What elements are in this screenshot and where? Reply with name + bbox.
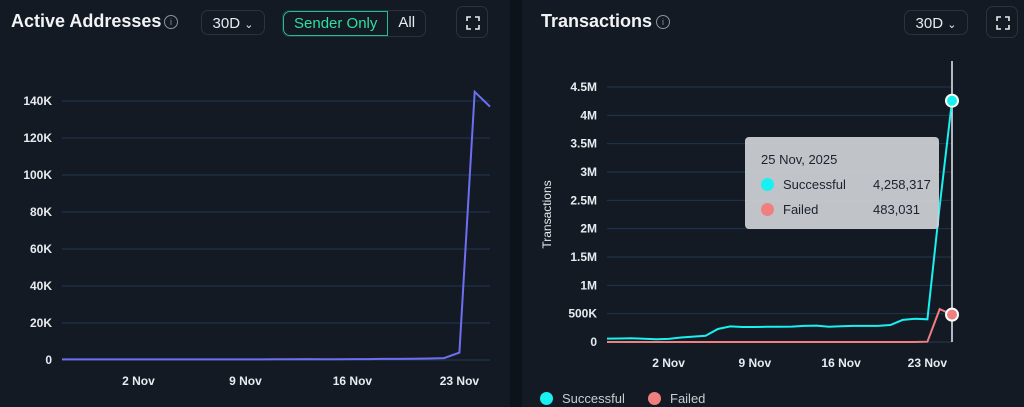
failed-dot-icon	[761, 203, 774, 216]
y-tick-label: 500K	[568, 307, 597, 321]
x-tick-label: 16 Nov	[333, 374, 373, 388]
y-tick-label: 2M	[580, 222, 597, 236]
y-tick-label: 120K	[23, 131, 52, 145]
range-dropdown[interactable]: 30D ⌄	[904, 10, 968, 35]
y-tick-label: 4M	[580, 108, 597, 122]
fullscreen-button[interactable]	[456, 6, 488, 38]
y-tick-label: 4.5M	[570, 80, 597, 94]
info-icon[interactable]: i	[164, 15, 178, 29]
hover-marker-failed	[945, 307, 959, 322]
transactions-chart: 0 500K 1M 1.5M 2M 2.5M 3M 3.5M 4M 4.5M 2 Nov 9 Nov 1…	[540, 61, 959, 370]
y-axis-label: Transactions	[540, 180, 554, 248]
y-tick-label: 1.5M	[570, 250, 597, 264]
tooltip-label: Failed	[783, 202, 819, 217]
range-value: 30D	[212, 15, 241, 32]
y-tick-label: 0	[590, 335, 597, 349]
y-tick-label: 20K	[30, 316, 52, 330]
successful-dot-icon	[761, 178, 774, 191]
y-tick-label: 1M	[580, 278, 597, 292]
x-tick-label: 2 Nov	[122, 374, 155, 388]
chevron-down-icon: ⌄	[244, 19, 254, 31]
x-tick-label: 9 Nov	[229, 374, 262, 388]
tooltip-label: Successful	[783, 177, 846, 192]
y-tick-label: 3M	[580, 165, 597, 179]
y-tick-label: 80K	[30, 205, 52, 219]
y-tick-label: 2.5M	[570, 193, 597, 207]
y-tick-label: 40K	[30, 279, 52, 293]
successful-dot-icon	[540, 392, 553, 405]
hover-marker-successful	[945, 93, 959, 108]
x-tick-label: 23 Nov	[440, 374, 480, 388]
legend-label: Successful	[562, 391, 625, 406]
y-tick-label: 100K	[23, 168, 52, 182]
series-line-failed	[607, 307, 953, 343]
y-tick-label: 60K	[30, 242, 52, 256]
range-value: 30D	[915, 15, 944, 32]
active-addresses-title: Active Addresses	[11, 11, 162, 31]
range-dropdown[interactable]: 30D ⌄	[201, 10, 265, 35]
tooltip-value: 483,031	[873, 202, 920, 217]
x-tick-label: 16 Nov	[821, 356, 861, 370]
legend-successful[interactable]: Successful	[540, 391, 625, 406]
active-addresses-panel: Active Addresses i 30D ⌄ Sender Only All…	[0, 0, 510, 407]
chevron-down-icon: ⌄	[947, 19, 957, 31]
tooltip-value: 4,258,317	[873, 177, 931, 192]
y-tick-label: 0	[45, 353, 52, 367]
tooltip-date: 25 Nov, 2025	[761, 152, 838, 167]
x-tick-label: 2 Nov	[652, 356, 685, 370]
failed-dot-icon	[648, 392, 661, 405]
sender-toggle[interactable]: Sender Only All	[282, 10, 427, 37]
series-line-successful	[606, 100, 953, 341]
transactions-title: Transactions	[541, 11, 653, 31]
x-tick-label: 9 Nov	[739, 356, 772, 370]
fullscreen-icon	[466, 16, 480, 30]
toggle-sender-only[interactable]: Sender Only	[283, 11, 389, 36]
active-addresses-chart: 0 20K 40K 60K 80K 100K 120K 140K 2 Nov 9 Nov 16 No…	[23, 89, 491, 388]
info-icon[interactable]: i	[656, 15, 670, 29]
y-tick-label: 140K	[23, 94, 52, 108]
toggle-all[interactable]: All	[398, 14, 416, 31]
x-tick-label: 23 Nov	[908, 356, 948, 370]
y-tick-label: 3.5M	[570, 137, 597, 151]
legend-label: Failed	[670, 391, 706, 406]
fullscreen-icon	[996, 16, 1010, 30]
series-line-active-addresses	[62, 89, 491, 361]
chart-tooltip: 25 Nov, 2025 Successful 4,258,317 Failed 4…	[745, 137, 939, 229]
legend-failed[interactable]: Failed	[648, 391, 705, 406]
fullscreen-button[interactable]	[986, 6, 1018, 38]
